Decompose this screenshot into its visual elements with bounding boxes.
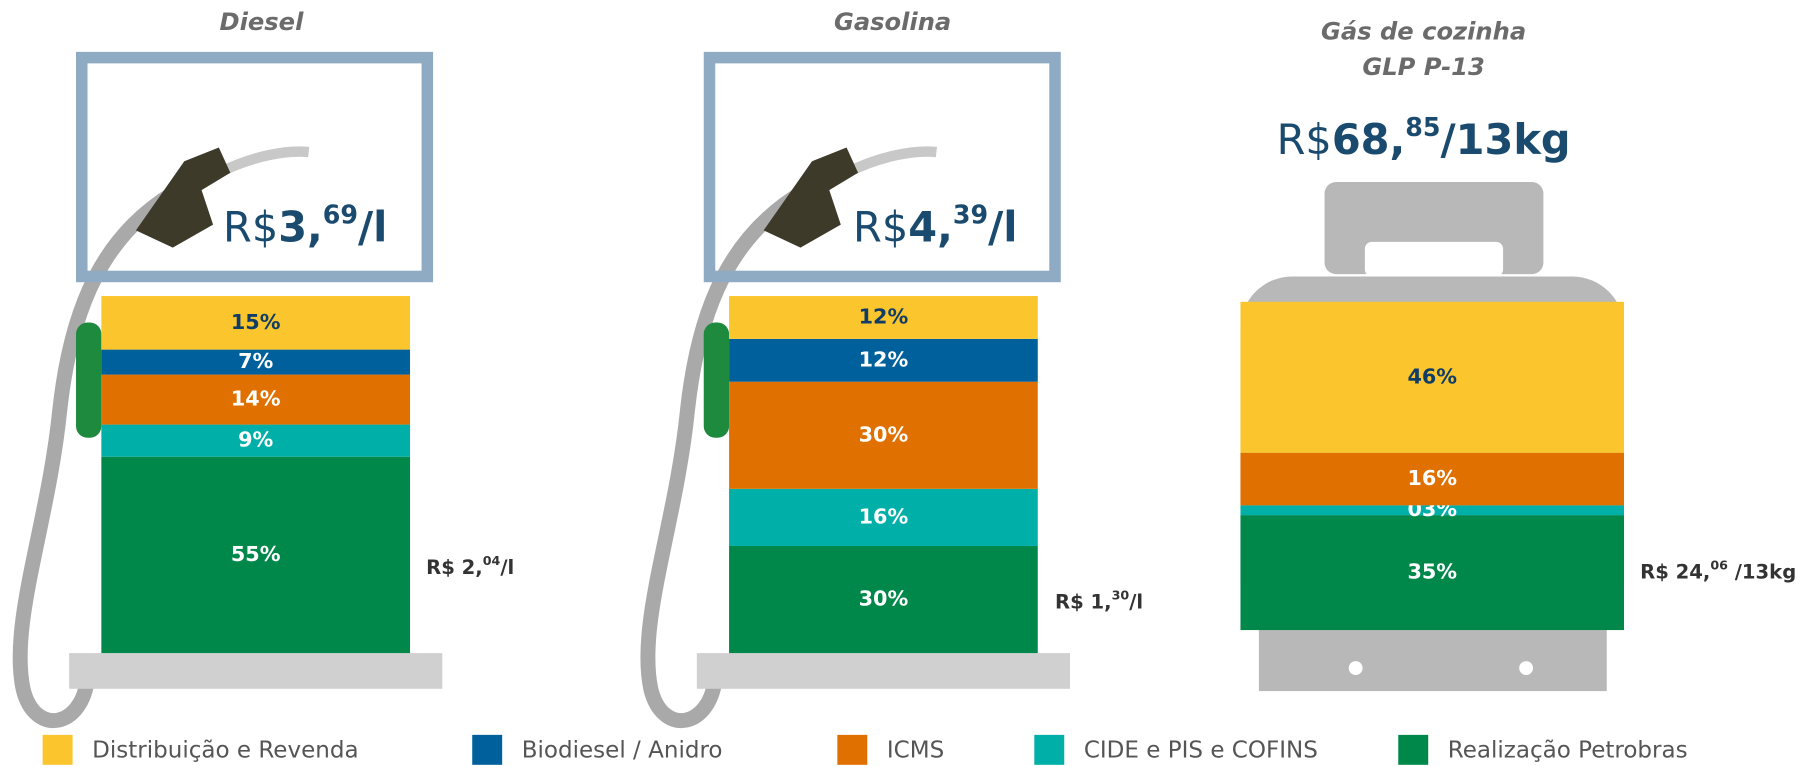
legend-label: ICMS bbox=[887, 737, 944, 763]
legend-swatch bbox=[837, 735, 867, 765]
segment-label: 16% bbox=[859, 504, 909, 528]
segment-label: 12% bbox=[859, 304, 909, 328]
price-prefix: R$ bbox=[1277, 116, 1332, 164]
price-unit: /l bbox=[988, 203, 1017, 251]
segment-label: 46% bbox=[1407, 364, 1457, 388]
price-integer: 4, bbox=[908, 203, 953, 251]
price-cents: 85 bbox=[1405, 112, 1440, 142]
price: R$68,85/13kg bbox=[1277, 112, 1571, 164]
segment-label: 7% bbox=[238, 349, 273, 373]
segment-label: 16% bbox=[1407, 466, 1457, 490]
chart-subtitle: GLP P-13 bbox=[1362, 53, 1484, 81]
legend-label: Biodiesel / Anidro bbox=[522, 737, 723, 763]
segment-label: 15% bbox=[231, 310, 281, 334]
annotation-prefix: R$ 1, bbox=[1055, 590, 1112, 613]
annotation: R$ 24,06 /13kg bbox=[1640, 557, 1796, 583]
legend-swatch bbox=[1398, 735, 1428, 765]
legend-swatch bbox=[43, 735, 73, 765]
annotation-cents: 30 bbox=[1112, 587, 1130, 602]
legend-label: CIDE e PIS e COFINS bbox=[1084, 737, 1318, 763]
price-cents: 69 bbox=[323, 200, 358, 230]
annotation-cents: 06 bbox=[1710, 557, 1728, 572]
segment-label: 35% bbox=[1407, 560, 1457, 584]
legend-label: Realização Petrobras bbox=[1448, 737, 1688, 763]
price-prefix: R$ bbox=[223, 203, 278, 251]
price: R$3,69/l bbox=[223, 200, 387, 252]
annotation: R$ 2,04/l bbox=[426, 552, 514, 578]
annotation-unit: /l bbox=[500, 555, 514, 578]
segment-label: 30% bbox=[859, 422, 909, 446]
price-prefix: R$ bbox=[853, 203, 908, 251]
legend-swatch bbox=[1034, 735, 1064, 765]
legend-label: Distribuição e Revenda bbox=[92, 737, 358, 763]
price: R$4,39/l bbox=[853, 200, 1017, 252]
annotation-cents: 04 bbox=[483, 552, 501, 567]
chart-title: Gás de cozinha bbox=[1321, 17, 1526, 45]
infographic: DieselR$3,69/lR$ 2,04/l55%9%14%7%15%Gaso… bbox=[0, 0, 1806, 766]
price-unit: /13kg bbox=[1441, 116, 1571, 164]
price-unit: /l bbox=[358, 203, 387, 251]
chart-title: Gasolina bbox=[834, 8, 951, 36]
price-integer: 68, bbox=[1332, 116, 1405, 164]
annotation: R$ 1,30/l bbox=[1055, 587, 1143, 613]
annotation-prefix: R$ 24, bbox=[1640, 560, 1710, 583]
segment-label: 30% bbox=[859, 587, 909, 611]
annotation-unit: /l bbox=[1129, 590, 1143, 613]
price-integer: 3, bbox=[278, 203, 323, 251]
price-cents: 39 bbox=[953, 200, 988, 230]
segment-label: 55% bbox=[231, 542, 281, 566]
segment-label: 9% bbox=[238, 428, 273, 452]
annotation-prefix: R$ 2, bbox=[426, 555, 483, 578]
legend-swatch bbox=[472, 735, 502, 765]
chart-title: Diesel bbox=[220, 8, 305, 36]
annotation-unit: /13kg bbox=[1728, 560, 1796, 583]
segment-label: 12% bbox=[859, 347, 909, 371]
segment-label: 14% bbox=[231, 387, 281, 411]
